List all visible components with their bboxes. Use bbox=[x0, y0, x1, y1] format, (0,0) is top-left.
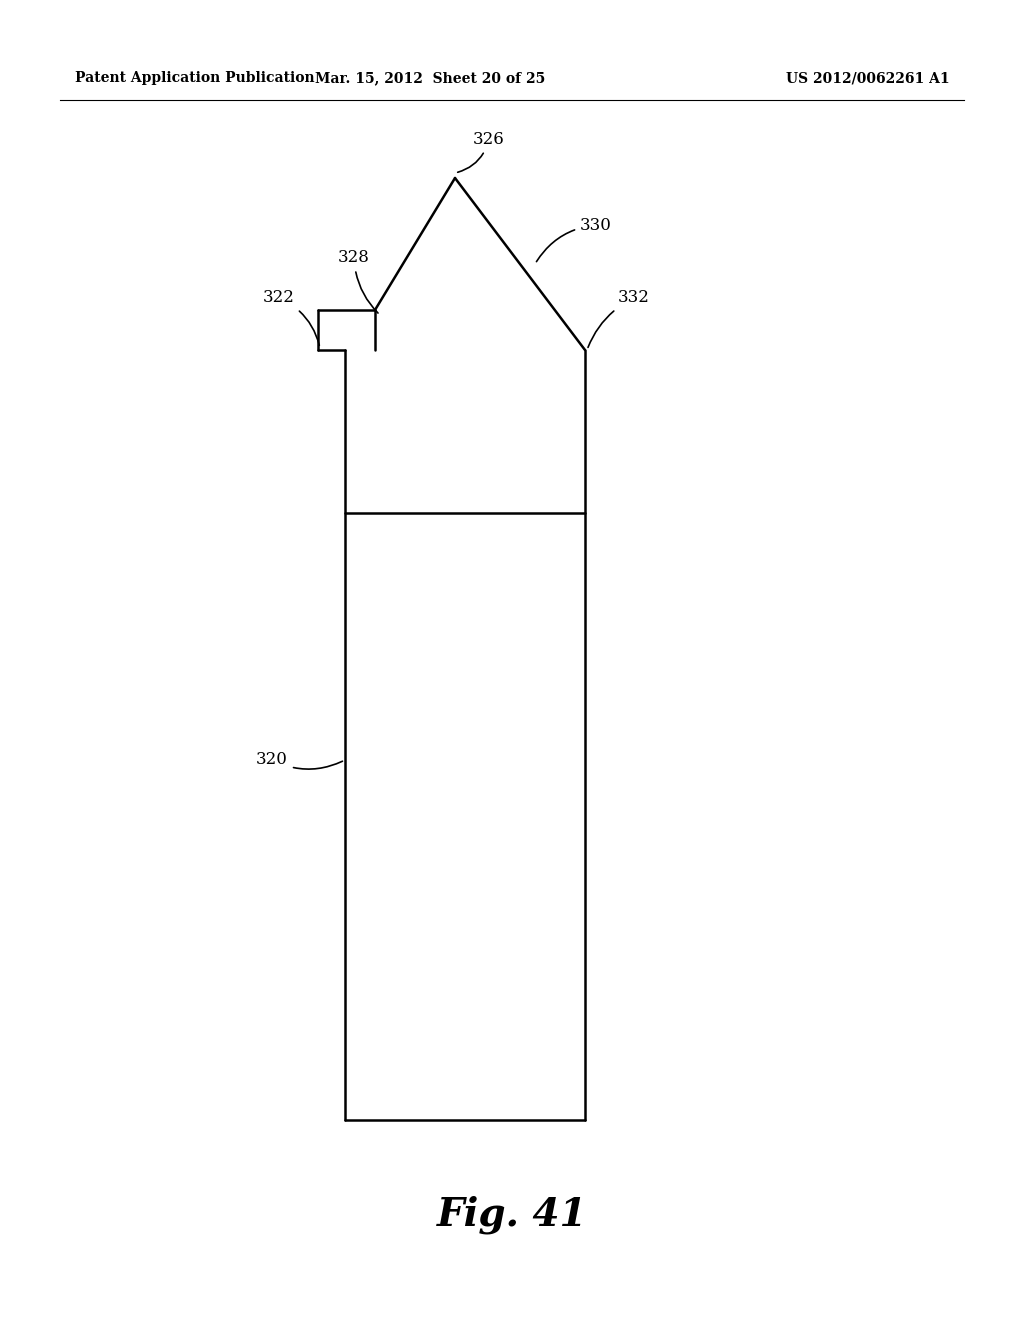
Text: 332: 332 bbox=[588, 289, 650, 347]
Text: 330: 330 bbox=[537, 216, 612, 261]
Text: 326: 326 bbox=[458, 131, 505, 173]
Text: US 2012/0062261 A1: US 2012/0062261 A1 bbox=[786, 71, 950, 84]
Text: Mar. 15, 2012  Sheet 20 of 25: Mar. 15, 2012 Sheet 20 of 25 bbox=[314, 71, 545, 84]
Text: 328: 328 bbox=[338, 249, 378, 313]
Text: 320: 320 bbox=[256, 751, 342, 770]
Text: Fig. 41: Fig. 41 bbox=[437, 1196, 587, 1234]
Text: 322: 322 bbox=[263, 289, 319, 346]
Text: Patent Application Publication: Patent Application Publication bbox=[75, 71, 314, 84]
